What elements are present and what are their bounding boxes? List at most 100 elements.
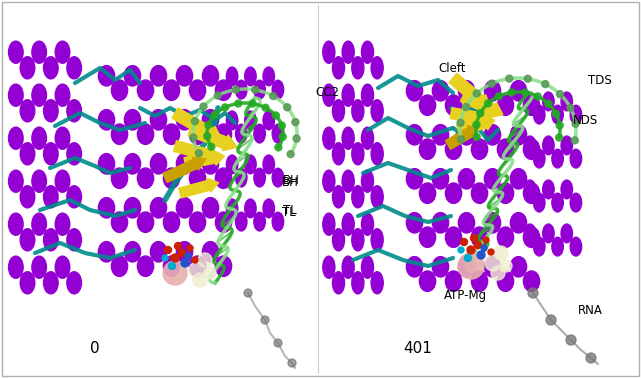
Circle shape — [465, 254, 472, 262]
Circle shape — [571, 137, 578, 144]
Circle shape — [171, 254, 179, 262]
Ellipse shape — [419, 227, 436, 247]
Ellipse shape — [55, 256, 70, 278]
Ellipse shape — [124, 153, 140, 174]
Ellipse shape — [55, 84, 70, 106]
Circle shape — [488, 249, 494, 255]
Ellipse shape — [552, 149, 563, 168]
FancyArrow shape — [172, 108, 222, 141]
Ellipse shape — [263, 111, 274, 130]
Ellipse shape — [445, 139, 462, 160]
Ellipse shape — [533, 237, 545, 256]
Ellipse shape — [371, 186, 383, 208]
Ellipse shape — [552, 105, 563, 124]
Ellipse shape — [272, 124, 284, 143]
Ellipse shape — [163, 80, 179, 101]
Ellipse shape — [561, 180, 572, 199]
Ellipse shape — [433, 169, 449, 189]
Circle shape — [196, 150, 203, 157]
Ellipse shape — [497, 139, 513, 160]
Ellipse shape — [323, 213, 335, 235]
FancyArrow shape — [184, 150, 224, 169]
Ellipse shape — [458, 212, 474, 233]
Circle shape — [272, 112, 279, 119]
Circle shape — [473, 90, 480, 97]
Circle shape — [189, 262, 205, 278]
Circle shape — [495, 93, 503, 100]
Ellipse shape — [124, 242, 140, 262]
Ellipse shape — [21, 143, 35, 165]
Ellipse shape — [510, 125, 527, 145]
Ellipse shape — [151, 242, 167, 262]
Ellipse shape — [510, 257, 527, 277]
Ellipse shape — [8, 213, 23, 235]
Text: 0: 0 — [90, 341, 100, 356]
Ellipse shape — [485, 81, 501, 101]
Ellipse shape — [445, 227, 462, 247]
Ellipse shape — [98, 153, 115, 174]
Circle shape — [211, 112, 218, 118]
Ellipse shape — [510, 81, 527, 101]
Text: NDS: NDS — [573, 113, 598, 127]
Circle shape — [506, 75, 513, 82]
Ellipse shape — [362, 256, 374, 278]
Circle shape — [169, 262, 176, 270]
Ellipse shape — [323, 84, 335, 106]
Ellipse shape — [419, 183, 436, 203]
Ellipse shape — [485, 257, 501, 277]
Ellipse shape — [523, 95, 540, 115]
Ellipse shape — [433, 257, 449, 277]
Ellipse shape — [570, 237, 581, 256]
Ellipse shape — [8, 41, 23, 63]
Ellipse shape — [203, 198, 219, 218]
Ellipse shape — [55, 127, 70, 149]
Ellipse shape — [523, 139, 540, 160]
Ellipse shape — [533, 193, 545, 212]
Ellipse shape — [523, 271, 540, 291]
Ellipse shape — [235, 212, 247, 231]
Circle shape — [178, 249, 185, 257]
Circle shape — [252, 86, 259, 93]
Text: ATP-Mg: ATP-Mg — [444, 290, 487, 302]
Ellipse shape — [497, 95, 513, 115]
Ellipse shape — [323, 170, 335, 192]
Ellipse shape — [333, 186, 345, 208]
Ellipse shape — [543, 136, 554, 155]
Ellipse shape — [137, 124, 154, 144]
Ellipse shape — [245, 67, 256, 86]
Ellipse shape — [406, 125, 422, 145]
Circle shape — [473, 121, 480, 128]
Circle shape — [463, 104, 469, 110]
Circle shape — [458, 136, 465, 143]
Circle shape — [494, 246, 508, 260]
Circle shape — [192, 257, 198, 263]
Ellipse shape — [445, 95, 462, 115]
Ellipse shape — [570, 105, 581, 124]
Ellipse shape — [203, 66, 219, 86]
Ellipse shape — [362, 127, 374, 149]
Ellipse shape — [203, 110, 219, 130]
Circle shape — [473, 133, 480, 140]
Ellipse shape — [124, 66, 140, 86]
Ellipse shape — [44, 229, 58, 251]
Ellipse shape — [524, 136, 536, 155]
Circle shape — [474, 242, 481, 248]
Ellipse shape — [226, 199, 238, 218]
Circle shape — [553, 110, 560, 117]
Circle shape — [249, 100, 256, 107]
Ellipse shape — [112, 212, 128, 232]
Ellipse shape — [98, 110, 115, 130]
Ellipse shape — [67, 143, 81, 165]
Circle shape — [457, 119, 464, 126]
Ellipse shape — [263, 155, 274, 174]
Ellipse shape — [254, 212, 265, 231]
Ellipse shape — [543, 92, 554, 111]
Ellipse shape — [32, 170, 46, 192]
Circle shape — [187, 245, 193, 251]
Ellipse shape — [352, 229, 364, 251]
Ellipse shape — [362, 84, 374, 106]
Circle shape — [556, 122, 563, 129]
Circle shape — [284, 104, 291, 111]
Ellipse shape — [333, 272, 345, 294]
Circle shape — [214, 92, 221, 99]
